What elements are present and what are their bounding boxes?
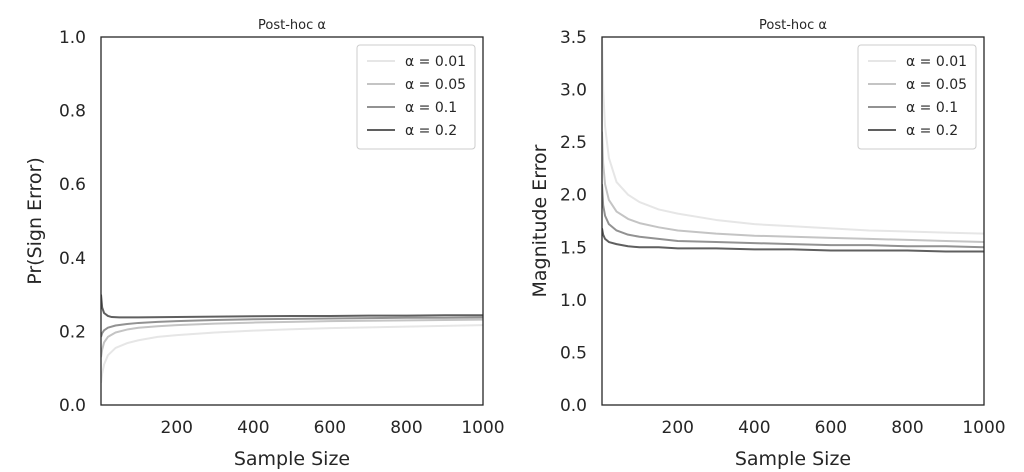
x-tick-label: 400 [237,418,269,438]
legend: α = 0.01 α = 0.05 α = 0.1 α = 0.2 [356,44,476,150]
series-line-0 [602,37,984,235]
y-tick-label: 1.0 [560,291,587,311]
y-axis-label: Pr(Sign Error) [24,157,46,285]
plot-frame [601,36,985,406]
legend: α = 0.01 α = 0.05 α = 0.1 α = 0.2 [857,44,977,150]
series-line-1 [101,318,483,358]
x-tick-label: 800 [891,418,923,438]
y-axis-label: Magnitude Error [529,144,551,297]
legend-label-2: α = 0.1 [405,100,457,116]
y-tick-label: 1.0 [59,28,86,48]
series-group [101,294,483,384]
x-axis-label: Sample Size [234,448,350,470]
y-tick-label: 0.6 [59,175,86,195]
legend-label-3: α = 0.2 [405,123,457,139]
y-tick-label: 0.8 [59,102,86,122]
series-line-2 [602,184,984,249]
y-tick-label: 1.5 [560,238,587,258]
x-tick-label: 800 [390,418,422,438]
plot-frame [100,36,484,406]
y-tick-label: 0.0 [59,396,86,416]
legend-label-0: α = 0.01 [906,54,967,70]
legend-box [356,44,476,150]
chart-title: Post-hoc α [258,18,326,33]
x-tick-label: 600 [314,418,346,438]
legend-label-3: α = 0.2 [906,123,958,139]
y-tick-label: 0.0 [560,396,587,416]
x-axis-label: Sample Size [735,448,851,470]
y-tick-label: 2.0 [560,186,587,206]
y-tick-label: 0.5 [560,343,587,363]
x-tick-label: 600 [815,418,847,438]
chart-title: Post-hoc α [759,18,827,33]
y-tick-label: 3.0 [560,81,587,101]
panel-magnitude-error: Post-hoc α 0.0 0.5 1.0 1.5 2.0 2.5 3.0 3.5 200 400… [529,18,1006,470]
series-line-1 [602,131,984,244]
x-tick-label: 1000 [962,418,1005,438]
series-line-3 [602,228,984,253]
legend-label-1: α = 0.05 [405,77,466,93]
x-tick-label: 200 [161,418,193,438]
y-tick-label: 0.4 [59,249,86,269]
legend-label-1: α = 0.05 [906,77,967,93]
x-tick-label: 1000 [461,418,504,438]
y-tick-label: 2.5 [560,133,587,153]
series-line-2 [101,316,483,338]
series-line-3 [101,294,483,319]
series-group [602,37,984,253]
x-tick-label: 400 [738,418,770,438]
y-tick-label: 3.5 [560,28,587,48]
legend-box [857,44,977,150]
legend-label-2: α = 0.1 [906,100,958,116]
panel-sign-error: Post-hoc α 0.0 0.2 0.4 0.6 0.8 1.0 200 400 600 800… [24,18,505,470]
x-tick-label: 200 [662,418,694,438]
series-line-0 [101,324,483,384]
legend-label-0: α = 0.01 [405,54,466,70]
y-tick-label: 0.2 [59,322,86,342]
